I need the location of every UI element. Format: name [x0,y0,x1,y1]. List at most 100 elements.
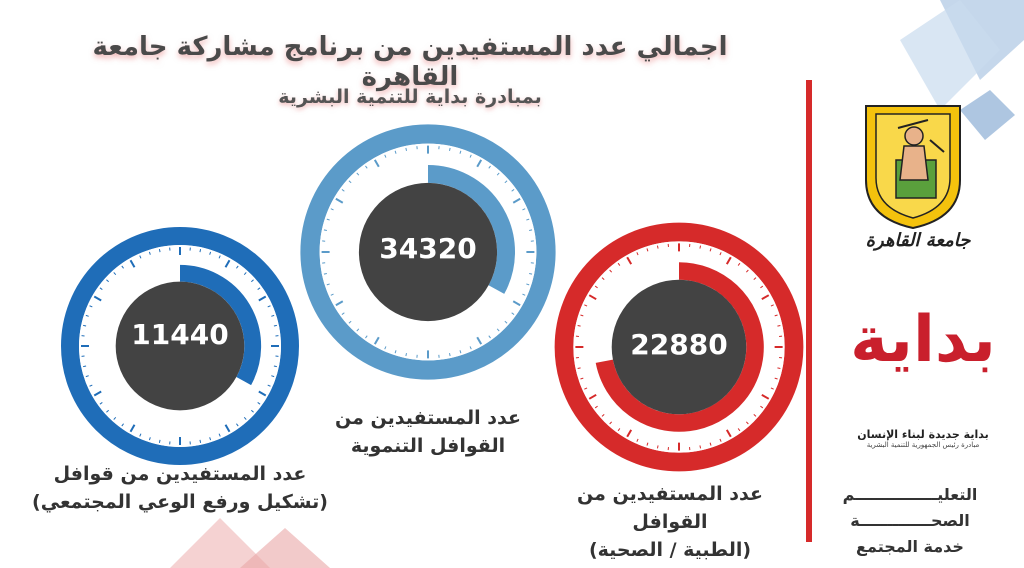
gauge-tick [83,324,87,327]
gauge-tick [529,229,533,231]
gauge-tick [356,172,360,176]
gauge-tick [760,405,764,409]
gauge-tick [348,320,352,324]
gauge-tick [148,437,151,441]
gauge-tick [113,272,117,275]
gauge-tick [737,428,741,432]
gauge-tick [774,377,778,380]
gauge-tick [85,375,89,378]
gauge-progress-arc [179,264,262,386]
gauge-tick [326,283,330,286]
gauge-tick [526,218,530,221]
gauge-tick [601,413,605,417]
gauge-awareness-caption: عدد المستفيدين من قوافل (تشكيل ورفع الوع… [30,460,330,516]
vertical-divider [806,80,812,542]
gauge-tick [699,245,702,249]
gauge-tick [719,438,722,442]
gauge-medical-caption-line2: (الطبية / الصحية) [588,539,752,561]
gauge-medical-value: 22880 [630,328,728,361]
gauge-tick [384,154,387,158]
page-title: اجمالي عدد المستفيدين من برنامج مشاركة ج… [92,32,728,92]
gauge-tick [139,433,142,437]
gauge-tick [394,150,397,154]
gauge-tick [609,269,613,273]
gauge-tick [83,365,87,368]
decorative-diamonds-top-right [900,0,1024,140]
gauge-tick [224,424,231,433]
gauge-development-caption-line1: عدد المستفيدين من [335,407,521,429]
gauge-tick [745,421,749,425]
gauge-tick [459,350,462,354]
gauge-tick [394,350,397,354]
gauge-tick [760,285,764,289]
gauge-tick [580,377,584,380]
gauge-tick [251,279,254,283]
sector-community-service: خدمة المجتمع [856,537,964,556]
cairo-university-emblem-icon [865,105,961,230]
gauge-tick [512,197,521,204]
gauge-tick [113,417,117,420]
gauge-tick [148,251,151,255]
gauge-tick [93,390,102,397]
gauge-tick [335,300,344,307]
sectors-list: التعليـــــــــــــــم الصحـــــــــــــ… [830,482,990,560]
gauge-tick [348,180,352,184]
cairo-university-logo-text: جامعة القاهرة [865,230,971,251]
gauge-tick [273,365,277,368]
gauge-tick [236,265,239,269]
sector-education: التعليـــــــــــــــم [842,485,978,504]
gauge-tick [504,180,508,184]
bidaya-subtagline: مبادرة رئيس الجمهورية للتنمية البشرية [866,441,980,449]
gauge-medical-caption: عدد المستفيدين من القوافل (الطبية / الصح… [540,480,800,564]
gauge-tick [580,314,584,317]
gauge-awareness-caption-line1: عدد المستفيدين من قوافل [53,463,307,485]
gauge-progress-arc [427,164,515,294]
gauge-tick [129,424,136,433]
gauge-tick [271,375,275,378]
gauge-tick [496,172,500,176]
gauge-tick [271,314,275,317]
gauge-tick [617,428,621,432]
gauge-tick [511,189,515,192]
gauge-awareness [61,227,299,465]
gauge-development-value: 34320 [379,232,477,265]
gauge-tick [89,384,93,387]
gauge-tick [777,367,781,370]
gauge-tick [709,248,712,252]
gauge-outer-ring [61,227,299,465]
gauge-tick [405,147,407,151]
gauge-tick [267,305,271,308]
gauge-tick [709,442,712,446]
cairo-university-logo: جامعة القاهرة [858,100,978,260]
gauge-tick [577,324,581,327]
gauge-tick [129,259,136,268]
decorative-diamonds-bottom-left [170,518,330,568]
gauge-tick [753,277,757,281]
gauge-tick [85,314,89,317]
gauge-tick [459,150,462,154]
gauge-tick [511,312,515,315]
gauge-tick [236,423,239,427]
gauge-tick [341,312,345,315]
gauge-tick [365,165,368,169]
gauge-tick [656,445,659,449]
gauge-medical-caption-line1: عدد المستفيدين من القوافل [577,483,763,533]
gauge-tick [257,287,261,290]
gauge-tick [218,255,221,259]
gauge-tick [243,272,247,275]
gauge-tick [656,245,659,249]
gauge-tick [526,283,530,286]
gauge-tick [737,262,741,266]
gauge-tick [699,445,702,449]
gauge-tick [476,159,483,168]
gauge-tick [609,421,613,425]
gauge-tick [258,390,267,397]
gauge-tick [488,165,491,169]
gauge-tick [770,304,774,307]
gauge-tick [496,328,500,332]
gauge-tick [449,147,451,151]
gauge-tick [584,387,588,390]
gauge-tick [626,429,633,438]
gauge-tick [106,279,109,283]
gauge-tick [158,439,161,443]
